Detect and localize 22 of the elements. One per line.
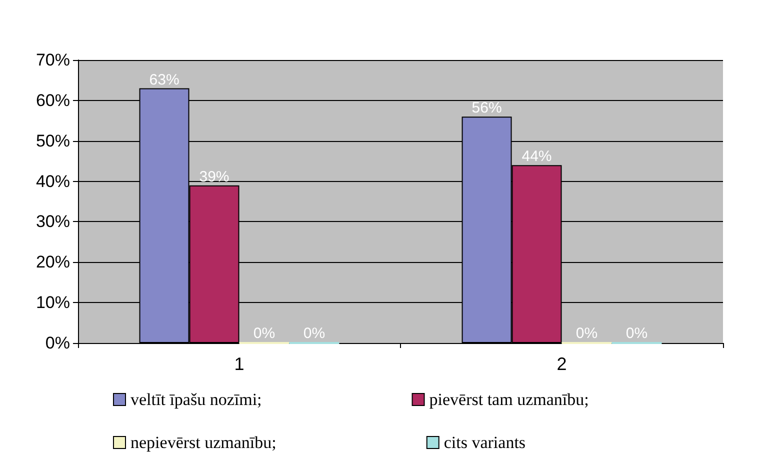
legend-label: cits variants bbox=[444, 433, 526, 452]
y-tick-label: 20% bbox=[36, 252, 70, 272]
y-tick-label: 50% bbox=[36, 131, 70, 150]
legend-label: pievērst tam uzmanību; bbox=[429, 390, 589, 409]
y-tick-label: 60% bbox=[36, 90, 70, 110]
y-tick-label: 10% bbox=[36, 293, 70, 312]
data-label: 63% bbox=[149, 71, 180, 88]
y-tick-label: 30% bbox=[36, 212, 70, 232]
data-label: 39% bbox=[199, 168, 230, 186]
y-tick-label: 40% bbox=[36, 172, 70, 191]
legend-label: nepievērst uzmanību; bbox=[130, 433, 276, 452]
y-tick-label: 70% bbox=[36, 50, 70, 70]
y-tick-label: 0% bbox=[45, 334, 70, 352]
data-label: 0% bbox=[303, 325, 326, 342]
x-tick-label: 2 bbox=[556, 354, 567, 374]
legend-label: veltīt īpašu nozīmi; bbox=[130, 390, 262, 409]
data-label: 0% bbox=[626, 325, 648, 342]
data-label: 0% bbox=[253, 325, 276, 342]
data-label: 44% bbox=[522, 148, 552, 166]
data-label: 56% bbox=[472, 100, 502, 117]
x-tick-label: 1 bbox=[234, 354, 244, 374]
data-label: 0% bbox=[576, 325, 598, 342]
